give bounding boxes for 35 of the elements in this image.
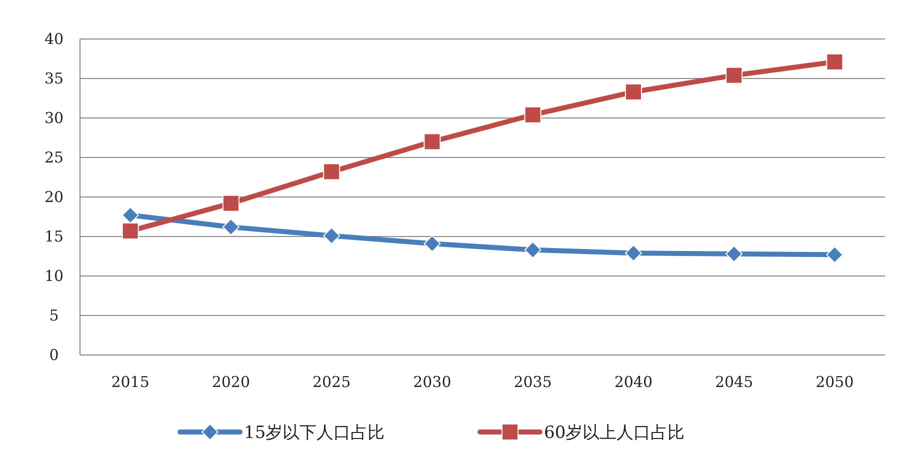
point: [726, 66, 743, 84]
point: [323, 227, 340, 244]
point: [222, 218, 240, 236]
y-tick-label: 35: [44, 70, 64, 88]
y-tick-label: 25: [44, 148, 64, 166]
point: [424, 235, 441, 252]
legend-label: 15岁以下人口占比: [244, 423, 385, 443]
x-tick-label: 2040: [614, 373, 653, 391]
point: [222, 194, 240, 212]
y-tick-label: 20: [44, 188, 64, 206]
point: [524, 106, 542, 124]
point: [624, 83, 642, 100]
x-tick-label: 2030: [413, 373, 452, 391]
point: [726, 245, 743, 262]
y-tick-label: 10: [44, 267, 64, 285]
y-tick-label: 15: [44, 228, 64, 246]
y-tick-label: 30: [44, 109, 64, 127]
point: [424, 133, 441, 150]
point: [323, 163, 340, 180]
x-tick-label: 2045: [714, 373, 754, 391]
x-tick-label: 2035: [514, 373, 552, 391]
x-tick-label: 2020: [212, 373, 250, 391]
point: [826, 53, 844, 70]
x-tick-label: 2050: [816, 373, 854, 391]
point: [122, 206, 139, 224]
point: [826, 246, 844, 264]
x-tick-label: 2025: [312, 373, 351, 391]
y-tick-label: 40: [44, 30, 64, 48]
y-tick-label: 5: [49, 306, 59, 324]
point: [524, 241, 542, 258]
x-tick-label: 2015: [111, 373, 150, 391]
point: [122, 222, 139, 240]
point: [624, 244, 642, 262]
y-tick-label: 0: [49, 346, 59, 364]
legend-label: 60岁以上人口占比: [544, 423, 685, 443]
